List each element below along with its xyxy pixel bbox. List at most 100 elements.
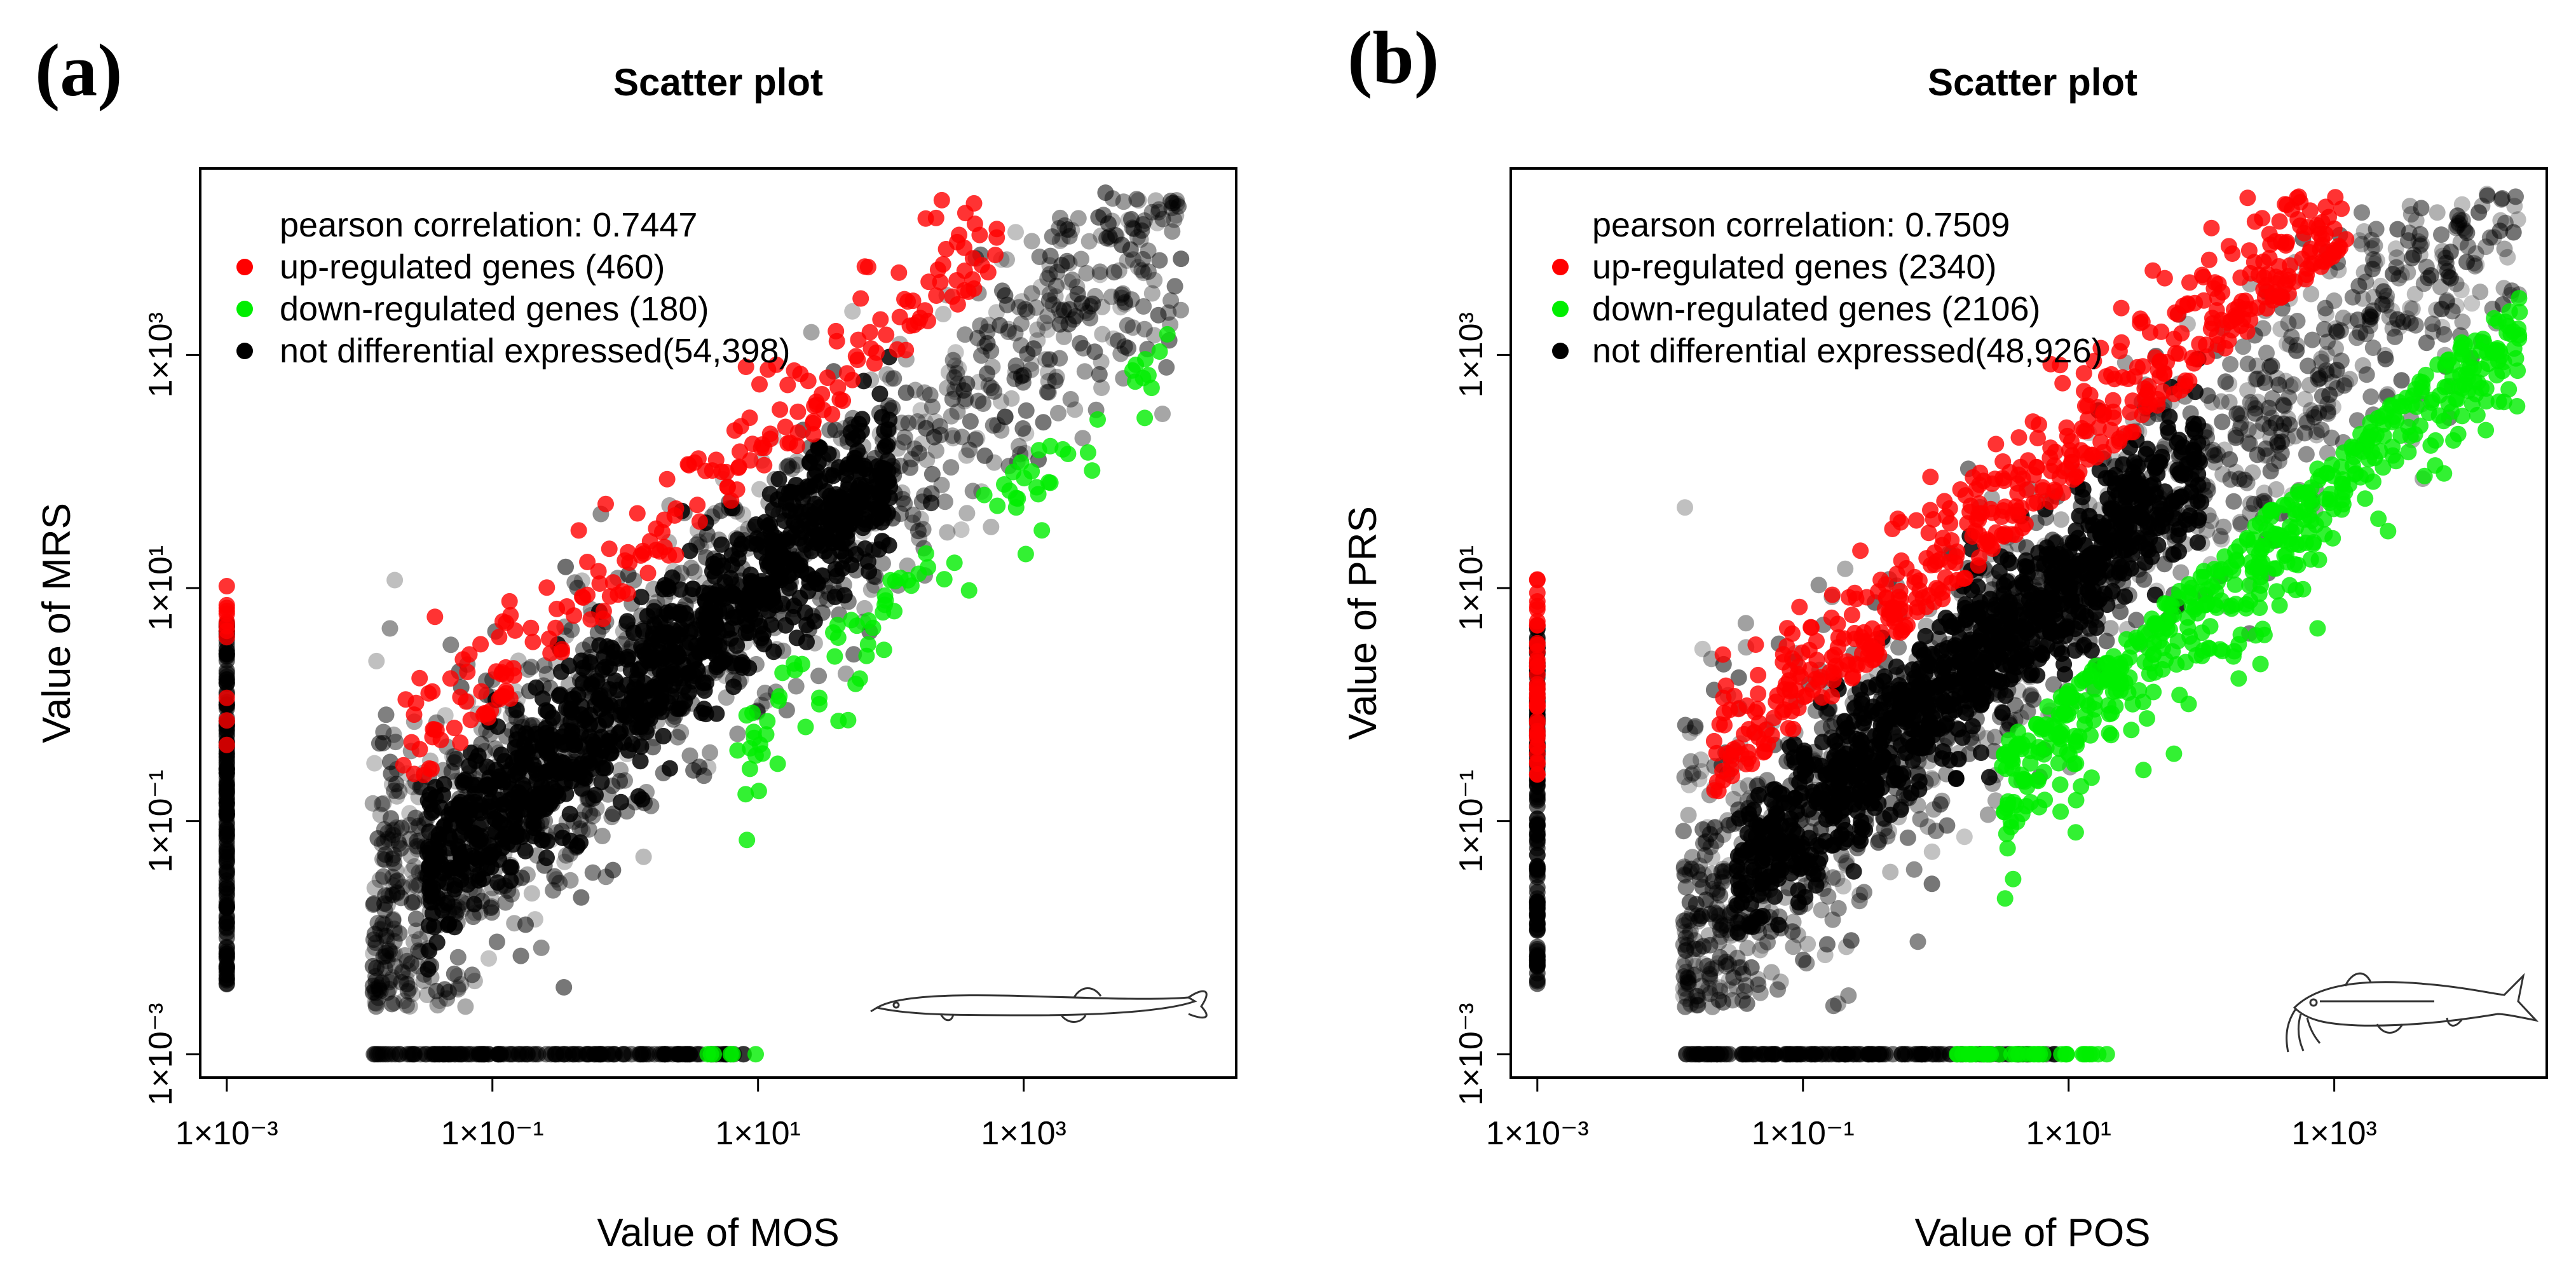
point-not-differential: [553, 663, 569, 680]
point-not-differential: [831, 459, 847, 476]
point-not-differential: [803, 324, 820, 341]
point-up-regulated: [824, 406, 841, 423]
point-not-differential: [374, 734, 392, 751]
point-up-regulated: [411, 669, 428, 687]
point-not-differential: [384, 945, 401, 962]
point-not-differential: [1707, 980, 1724, 997]
point-up-regulated: [579, 586, 596, 603]
point-not-differential: [1173, 250, 1190, 268]
x-tick-label: 1×10⁻¹: [441, 1115, 544, 1152]
point-not-differential: [747, 516, 765, 533]
point-not-differential: [1115, 193, 1132, 210]
point-not-differential: [1048, 277, 1065, 294]
point-up-regulated: [779, 376, 796, 394]
point-up-regulated: [937, 240, 955, 257]
point-not-differential: [612, 793, 629, 811]
point-not-differential-zero-x: [218, 899, 235, 916]
point-not-differential: [545, 882, 562, 899]
point-not-differential: [904, 506, 922, 523]
point-not-differential: [1080, 233, 1098, 250]
point-not-differential: [2432, 278, 2449, 296]
point-not-differential: [2387, 240, 2404, 257]
point-down-regulated: [1151, 343, 1168, 360]
point-not-differential: [683, 559, 700, 577]
point-not-differential: [2017, 575, 2034, 592]
point-not-differential: [2235, 338, 2252, 355]
point-not-differential: [1888, 658, 1905, 675]
point-not-differential: [562, 832, 579, 849]
point-up-regulated: [829, 379, 847, 396]
point-not-differential: [574, 675, 591, 692]
point-up-regulated: [494, 613, 511, 630]
point-up-regulated: [852, 290, 869, 307]
point-not-differential: [876, 423, 893, 440]
point-not-differential: [2087, 524, 2104, 542]
point-not-differential: [1086, 343, 1103, 360]
point-not-differential: [503, 886, 520, 903]
point-down-regulated: [1089, 411, 1106, 428]
point-up-regulated: [704, 462, 721, 479]
point-not-differential: [632, 753, 649, 770]
point-not-differential: [932, 427, 949, 444]
point-not-differential-zero-y: [524, 1046, 542, 1063]
point-not-differential: [1097, 184, 1114, 202]
point-not-differential: [561, 805, 578, 823]
point-up-regulated: [629, 505, 646, 522]
point-not-differential: [1147, 192, 1164, 209]
point-not-differential: [988, 304, 1005, 321]
point-not-differential: [1825, 997, 1842, 1015]
point-up-regulated: [411, 741, 428, 758]
point-not-differential: [2000, 551, 2017, 568]
point-up-regulated: [420, 685, 437, 702]
point-not-differential: [976, 447, 993, 464]
point-up-regulated: [761, 425, 779, 442]
point-not-differential: [949, 403, 966, 420]
point-not-differential: [2288, 336, 2305, 353]
point-not-differential: [369, 830, 386, 847]
point-not-differential: [2424, 315, 2441, 332]
point-not-differential: [2327, 340, 2344, 357]
point-up-regulated: [654, 524, 671, 540]
point-up-regulated: [452, 734, 469, 751]
point-not-differential: [2408, 212, 2425, 229]
point-not-differential: [798, 633, 815, 650]
point-up-regulated: [929, 261, 946, 278]
point-not-differential: [2411, 246, 2429, 263]
point-not-differential: [449, 949, 467, 966]
point-not-differential: [879, 504, 896, 521]
point-not-differential: [1047, 373, 1064, 389]
point-not-differential: [733, 654, 751, 671]
point-up-regulated: [878, 326, 895, 343]
point-up-regulated: [542, 645, 559, 662]
point-not-differential: [1041, 266, 1058, 283]
point-not-differential: [1769, 867, 1786, 884]
point-not-differential: [1701, 936, 1719, 954]
point-not-differential: [1899, 829, 1916, 846]
point-not-differential: [2289, 313, 2306, 329]
point-up-regulated: [960, 283, 977, 300]
point-down-regulated: [830, 713, 847, 730]
point-not-differential: [900, 414, 917, 432]
point-down-regulated: [946, 554, 963, 572]
point-not-differential: [1998, 573, 2015, 590]
point-not-differential: [731, 541, 748, 558]
point-up-regulated: [405, 706, 423, 723]
point-down-regulated: [1159, 325, 1176, 343]
point-not-differential: [2222, 356, 2239, 373]
y-tick-label: 1×10¹: [142, 545, 179, 631]
point-not-differential: [1770, 916, 1787, 933]
pearson-annotation-a: pearson correlation: 0.7447: [280, 206, 697, 244]
point-up-regulated: [890, 264, 908, 281]
point-not-differential: [488, 933, 505, 950]
point-not-differential: [1796, 745, 1813, 762]
point-not-differential: [1855, 715, 1872, 732]
point-not-differential: [2389, 221, 2406, 238]
panel-letter-a: (a): [35, 29, 123, 112]
point-down-regulated: [989, 497, 1006, 514]
point-not-differential: [422, 871, 439, 888]
point-not-differential: [457, 998, 474, 1015]
point-up-regulated: [896, 291, 913, 308]
point-not-differential: [794, 523, 812, 540]
point-not-differential: [1799, 935, 1816, 952]
point-not-differential: [552, 686, 569, 703]
